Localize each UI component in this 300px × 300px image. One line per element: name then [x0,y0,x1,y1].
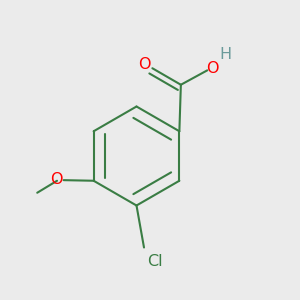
Text: H: H [220,47,232,62]
Text: O: O [206,61,219,76]
Text: Cl: Cl [148,254,163,269]
Text: O: O [138,57,150,72]
Text: O: O [50,172,62,187]
